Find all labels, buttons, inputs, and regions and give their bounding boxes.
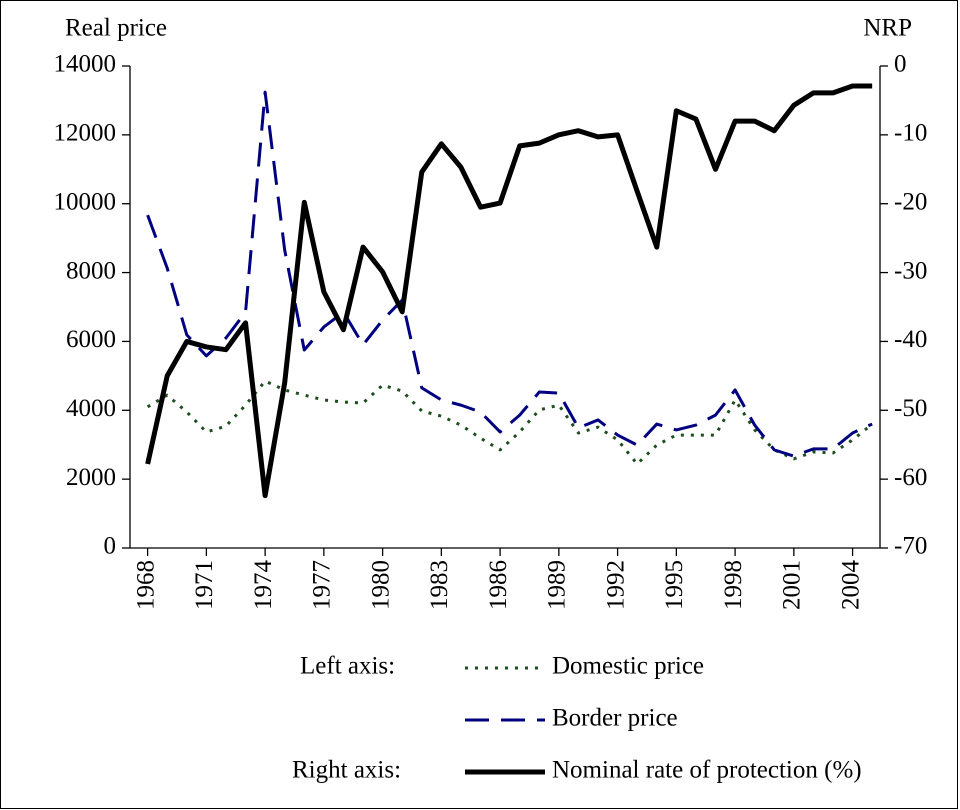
- y2-tick-label: -60: [894, 464, 927, 491]
- x-tick-label: 2001: [779, 560, 806, 610]
- x-tick-label: 1968: [132, 560, 159, 610]
- y-tick-label: 10000: [54, 188, 117, 215]
- x-tick-label: 1974: [250, 560, 277, 611]
- legend-group-label: Left axis:: [300, 653, 395, 680]
- legend-group-label: Right axis:: [292, 757, 401, 784]
- x-tick-label: 1998: [720, 560, 747, 610]
- x-tick-label: 1977: [309, 560, 336, 610]
- legend-label: Border price: [552, 705, 678, 732]
- legend-label: Domestic price: [552, 653, 704, 680]
- series-line: [146, 379, 874, 466]
- y2-tick-label: -20: [894, 188, 927, 215]
- y-tick-label: 4000: [66, 395, 116, 422]
- series-line: [145, 83, 873, 499]
- y-tick-label: 8000: [66, 257, 116, 284]
- x-tick-label: 1983: [426, 560, 453, 610]
- y2-tick-label: -50: [894, 395, 927, 422]
- y-tick-label: 2000: [66, 464, 116, 491]
- y-tick-label: 12000: [54, 120, 117, 147]
- x-tick-label: 1995: [661, 560, 688, 610]
- y2-tick-label: -40: [894, 326, 927, 353]
- y2-tick-label: -70: [894, 533, 927, 560]
- y2-axis-label: NRP: [863, 15, 912, 42]
- x-tick-label: 1971: [191, 560, 218, 610]
- y-tick-label: 6000: [66, 326, 116, 353]
- y2-tick-label: -30: [894, 257, 927, 284]
- x-tick-label: 1992: [602, 560, 629, 610]
- y2-tick-label: -10: [894, 120, 927, 147]
- y-tick-label: 0: [104, 533, 117, 560]
- y-tick-label: 14000: [54, 51, 117, 78]
- x-tick-label: 1980: [367, 560, 394, 610]
- x-tick-label: 2004: [837, 560, 864, 611]
- x-tick-label: 1986: [485, 560, 512, 610]
- y-axis-label: Real price: [65, 15, 167, 42]
- x-tick-label: 1989: [544, 560, 571, 610]
- series-line: [146, 90, 873, 458]
- legend-label: Nominal rate of protection (%): [552, 757, 862, 784]
- y2-tick-label: 0: [894, 51, 907, 78]
